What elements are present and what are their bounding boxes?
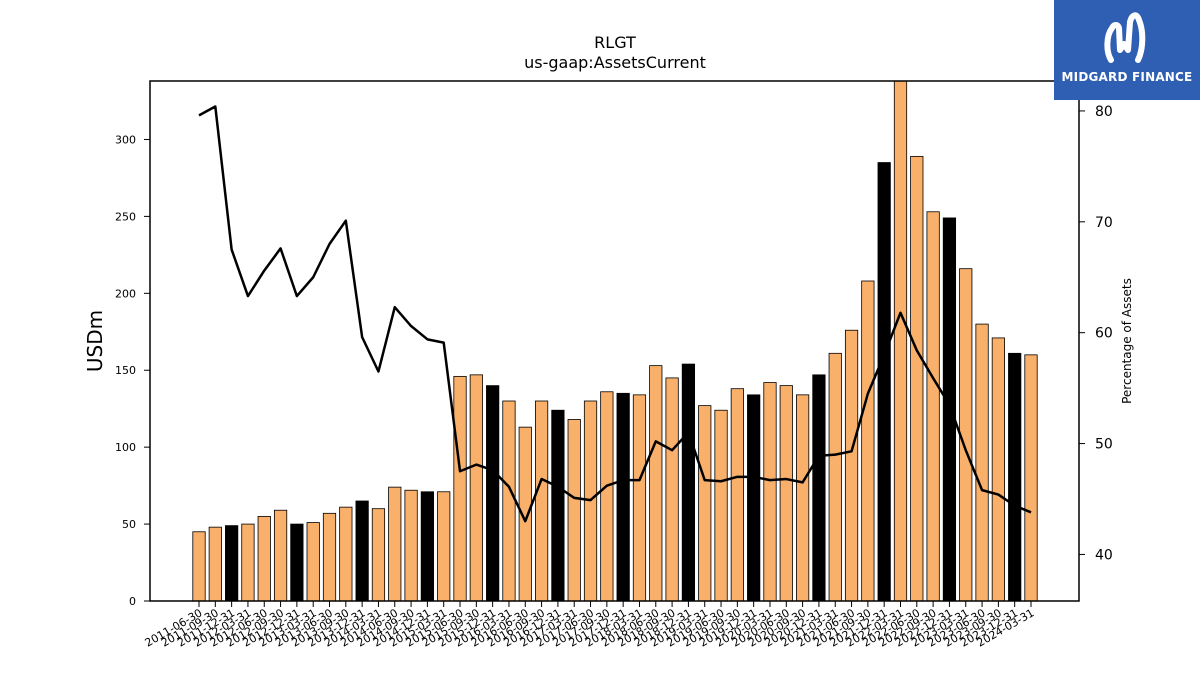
chart-title: RLGT bbox=[594, 33, 636, 52]
bar bbox=[420, 491, 434, 602]
bar bbox=[681, 363, 696, 602]
bar bbox=[453, 375, 467, 602]
bar bbox=[779, 385, 793, 602]
bar bbox=[437, 491, 451, 602]
bar bbox=[388, 486, 402, 602]
bar bbox=[469, 374, 483, 602]
bar bbox=[975, 323, 989, 602]
bar bbox=[339, 506, 353, 602]
y2-tick-label: 60 bbox=[1095, 326, 1113, 342]
bar bbox=[290, 523, 304, 602]
y-axis-left: 0 50 100 150 200 250 300 bbox=[115, 133, 150, 608]
bar bbox=[502, 400, 516, 602]
logo: MIDGARD FINANCE bbox=[1054, 0, 1200, 100]
bar bbox=[616, 392, 630, 602]
bar bbox=[600, 391, 614, 602]
bar bbox=[1008, 352, 1022, 602]
bar bbox=[942, 217, 957, 602]
bar bbox=[649, 365, 663, 602]
bar bbox=[322, 512, 337, 602]
line-series bbox=[198, 105, 1032, 523]
bar bbox=[828, 352, 842, 602]
y-tick-label: 50 bbox=[122, 518, 136, 531]
bar-series bbox=[192, 80, 1038, 602]
y-axis-label: USDm bbox=[83, 310, 107, 372]
bar bbox=[208, 526, 222, 602]
chart-subtitle: us-gaap:AssetsCurrent bbox=[524, 53, 706, 72]
y2-tick-label: 50 bbox=[1095, 437, 1113, 453]
bar bbox=[991, 337, 1005, 602]
bar bbox=[1024, 354, 1038, 602]
bar bbox=[257, 515, 271, 602]
bar bbox=[273, 509, 288, 602]
bar bbox=[796, 394, 810, 602]
y2-tick-label: 70 bbox=[1095, 215, 1113, 231]
bar bbox=[241, 523, 255, 602]
plot-frame bbox=[149, 80, 1080, 602]
bar bbox=[567, 419, 581, 602]
bar bbox=[404, 489, 418, 602]
y-tick-label: 300 bbox=[115, 133, 136, 146]
bar bbox=[486, 385, 500, 602]
y-axis-right: 40 50 60 70 80 bbox=[1079, 104, 1113, 563]
y-tick-label: 0 bbox=[129, 595, 136, 608]
bar bbox=[355, 500, 369, 602]
y2-tick-label: 40 bbox=[1095, 547, 1113, 563]
y-tick-label: 100 bbox=[115, 441, 136, 454]
bar bbox=[747, 394, 761, 602]
bar bbox=[812, 374, 826, 602]
y-tick-label: 150 bbox=[115, 364, 136, 377]
bar bbox=[844, 329, 859, 602]
bar bbox=[306, 522, 320, 602]
bar bbox=[730, 388, 744, 602]
bar bbox=[926, 211, 940, 602]
x-axis: 2011-06-302011-09-302011-12-312012-03-31… bbox=[143, 601, 1037, 650]
bar bbox=[910, 155, 924, 602]
bar bbox=[665, 377, 679, 602]
bar bbox=[371, 508, 386, 602]
bar bbox=[714, 409, 728, 602]
percentage-line bbox=[198, 105, 1032, 523]
bar bbox=[893, 80, 908, 602]
bar bbox=[225, 525, 239, 602]
bar bbox=[534, 400, 549, 602]
bar bbox=[192, 531, 206, 602]
y2-tick-label: 80 bbox=[1095, 104, 1113, 120]
y-tick-label: 250 bbox=[115, 210, 136, 223]
y-tick-label: 200 bbox=[115, 287, 136, 300]
logo-mark-icon bbox=[1104, 12, 1146, 63]
bar bbox=[698, 405, 712, 602]
bar bbox=[877, 162, 891, 602]
bar bbox=[551, 409, 565, 602]
bar bbox=[861, 280, 875, 602]
y2-axis-label: Percentage of Assets bbox=[1120, 278, 1134, 404]
bar bbox=[763, 382, 777, 602]
logo-text: MIDGARD FINANCE bbox=[1061, 70, 1193, 84]
bar bbox=[632, 394, 647, 602]
